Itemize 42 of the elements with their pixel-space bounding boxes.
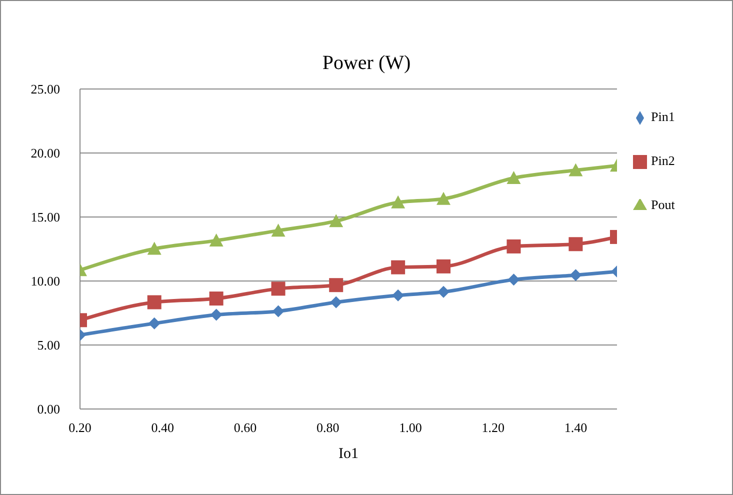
- chart-title: Power (W): [321, 52, 412, 75]
- point: [147, 242, 162, 255]
- point: [329, 214, 344, 228]
- y-tick-label: 0.00: [37, 402, 60, 417]
- point: [391, 195, 406, 208]
- point: [271, 224, 286, 237]
- x-tick-label: 0.60: [234, 420, 257, 436]
- legend-label: Pout: [651, 197, 675, 212]
- point: [148, 317, 160, 330]
- point: [330, 296, 342, 308]
- x-axis-title: Io1: [338, 446, 360, 463]
- x-tick-label: 0.80: [316, 420, 340, 436]
- point: [506, 170, 521, 184]
- point: [568, 237, 583, 252]
- point: [508, 274, 520, 286]
- point: [568, 163, 583, 176]
- x-tick-label: 1.00: [399, 420, 422, 436]
- point: [436, 192, 451, 205]
- point: [570, 269, 582, 282]
- x-tick-label: 0.20: [68, 420, 92, 436]
- y-tick-label: 25.00: [30, 82, 60, 97]
- point: [438, 286, 450, 298]
- point: [209, 234, 224, 247]
- x-tick-label: 0.40: [151, 420, 174, 436]
- y-tick-label: 5.00: [37, 338, 60, 353]
- point: [272, 305, 284, 318]
- point: [436, 259, 451, 274]
- legend-label: Pin1: [651, 109, 675, 124]
- point: [329, 278, 344, 292]
- y-tick-label: 15.00: [30, 210, 60, 225]
- point: [391, 260, 406, 274]
- point: [210, 308, 222, 321]
- legend-label: Pin2: [651, 153, 675, 168]
- x-tick-label: 1.40: [564, 420, 588, 436]
- point: [506, 239, 521, 254]
- point: [271, 282, 286, 296]
- point: [209, 292, 224, 306]
- x-tick-label: 1.20: [482, 420, 504, 436]
- point: [392, 289, 404, 302]
- y-tick-label: 20.00: [30, 146, 60, 161]
- y-tick-label: 10.00: [30, 274, 60, 289]
- point: [147, 295, 162, 310]
